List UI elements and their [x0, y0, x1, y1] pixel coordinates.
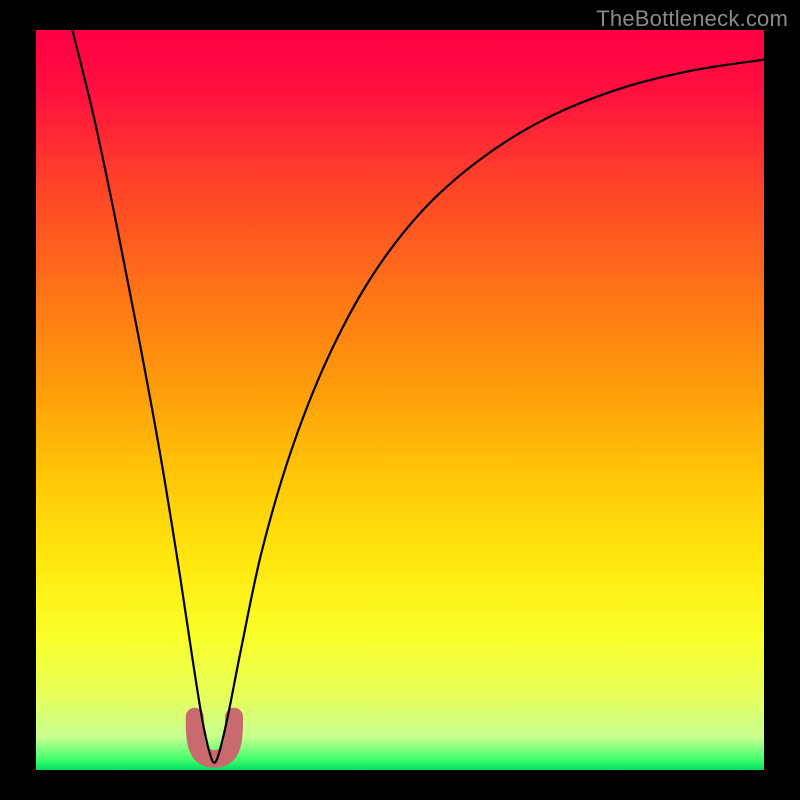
chart-frame: TheBottleneck.com	[0, 0, 800, 800]
plot-svg	[0, 0, 800, 800]
plot-background	[36, 30, 764, 770]
watermark-text: TheBottleneck.com	[596, 6, 788, 32]
